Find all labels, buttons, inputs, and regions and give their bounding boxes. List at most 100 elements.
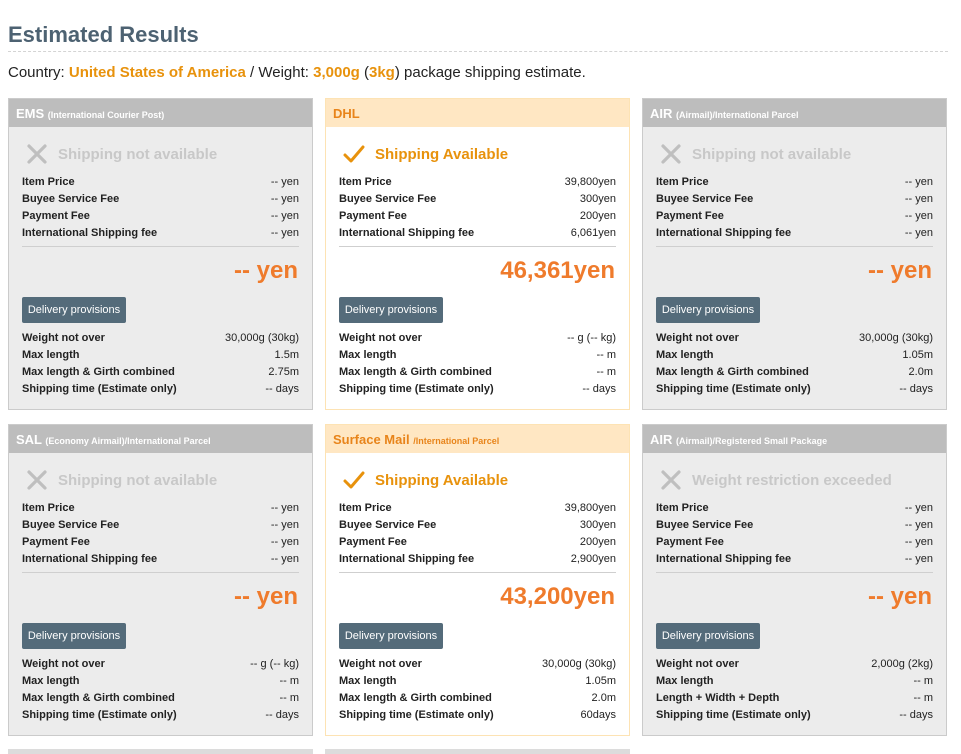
total-price: -- yen	[867, 257, 932, 284]
fee-label: Payment Fee	[656, 536, 724, 548]
delivery-provisions-button[interactable]: Delivery provisions	[22, 297, 126, 323]
fee-label: Buyee Service Fee	[656, 193, 754, 205]
spec-value: -- m	[596, 349, 616, 361]
fee-row: Item Price 39,800yen	[339, 174, 616, 191]
fee-label: International Shipping fee	[656, 227, 792, 239]
spec-row: Max length & Girth combined 2.0m	[656, 364, 933, 381]
total-price: -- yen	[867, 583, 932, 610]
fee-row: International Shipping fee -- yen	[656, 551, 933, 568]
spec-label: Shipping time (Estimate only)	[656, 709, 811, 721]
fee-row: Item Price -- yen	[22, 174, 299, 191]
shipping-method-name: Surface Mail	[333, 432, 410, 447]
fee-value: -- yen	[270, 519, 299, 531]
fee-label: Item Price	[656, 502, 709, 514]
spec-value: -- m	[279, 675, 299, 687]
estimate-summary: Country: United States of America / Weig…	[8, 64, 586, 81]
fee-label: Buyee Service Fee	[22, 193, 120, 205]
fee-row: Item Price -- yen	[22, 500, 299, 517]
spec-value: -- days	[582, 383, 616, 395]
delivery-provisions-button[interactable]: Delivery provisions	[656, 297, 760, 323]
status-text: Shipping not available	[692, 145, 852, 163]
spec-label: Length + Width + Depth	[656, 692, 780, 704]
fee-label: International Shipping fee	[656, 553, 792, 565]
fee-divider	[656, 572, 933, 573]
fee-label: Item Price	[22, 502, 75, 514]
spec-row: Weight not over 30,000g (30kg)	[339, 656, 616, 673]
fee-row: Buyee Service Fee -- yen	[656, 191, 933, 208]
fee-value: 39,800yen	[564, 176, 616, 188]
spec-label: Max length	[339, 349, 397, 361]
fee-value: 2,900yen	[570, 553, 616, 565]
spec-value: 2.0m	[591, 692, 616, 704]
spec-list: Weight not over 2,000g (2kg) Max length -- …	[656, 656, 933, 724]
fee-value: -- yen	[904, 176, 933, 188]
delivery-provisions-button[interactable]: Delivery provisions	[339, 297, 443, 323]
spec-value: -- days	[265, 383, 299, 395]
fee-value: 6,061yen	[570, 227, 616, 239]
status-text: Shipping not available	[58, 145, 218, 163]
spec-value: 1.5m	[274, 349, 299, 361]
status-text: Shipping Available	[375, 145, 509, 163]
spec-label: Shipping time (Estimate only)	[656, 383, 811, 395]
spec-row: Weight not over -- g (-- kg)	[339, 330, 616, 347]
fee-value: -- yen	[904, 502, 933, 514]
spec-label: Weight not over	[22, 658, 105, 670]
fee-label: Buyee Service Fee	[656, 519, 754, 531]
spec-row: Max length & Girth combined 2.75m	[22, 364, 299, 381]
spec-value: 60days	[580, 709, 616, 721]
spec-row: Max length -- m	[22, 673, 299, 690]
fee-label: Payment Fee	[22, 210, 90, 222]
total-price: 43,200yen	[500, 583, 615, 610]
spec-value: 2.75m	[268, 366, 299, 378]
shipping-card: DHL Shipping Available Item Price 39,800ye…	[325, 98, 630, 410]
spec-label: Weight not over	[22, 332, 105, 344]
x-icon	[661, 470, 681, 490]
spec-label: Max length & Girth combined	[656, 366, 809, 378]
spec-row: Weight not over 30,000g (30kg)	[656, 330, 933, 347]
spec-value: 30,000g (30kg)	[225, 332, 299, 344]
fee-label: International Shipping fee	[339, 553, 475, 565]
fee-row: Buyee Service Fee 300yen	[339, 517, 616, 534]
shipping-method-subtitle: (Economy Airmail)/International Parcel	[45, 436, 211, 446]
fee-value: -- yen	[904, 227, 933, 239]
fee-label: Payment Fee	[339, 536, 407, 548]
fee-value: -- yen	[904, 536, 933, 548]
delivery-provisions-button[interactable]: Delivery provisions	[339, 623, 443, 649]
spec-row: Max length 1.05m	[339, 673, 616, 690]
spec-value: -- m	[279, 692, 299, 704]
fee-value: -- yen	[904, 553, 933, 565]
fee-label: Buyee Service Fee	[22, 519, 120, 531]
spec-row: Shipping time (Estimate only) 60days	[339, 707, 616, 724]
fee-value: -- yen	[904, 193, 933, 205]
spec-value: 1.05m	[902, 349, 933, 361]
fee-divider	[339, 572, 616, 573]
shipping-method-subtitle: (Airmail)/International Parcel	[676, 110, 799, 120]
spec-label: Weight not over	[656, 332, 739, 344]
card-header: SAL (Economy Airmail)/International Parc…	[9, 425, 312, 453]
availability-status: Shipping not available	[25, 468, 217, 492]
summary-tail: package shipping estimate.	[399, 64, 586, 81]
spec-value: -- g (-- kg)	[567, 332, 616, 344]
card-header: EMS (International Courier Post)	[9, 99, 312, 127]
x-icon	[27, 144, 47, 164]
fee-label: International Shipping fee	[22, 227, 158, 239]
spec-row: Shipping time (Estimate only) -- days	[656, 381, 933, 398]
fee-row: Item Price -- yen	[656, 174, 933, 191]
fee-value: 39,800yen	[564, 502, 616, 514]
fee-value: 300yen	[579, 193, 616, 205]
spec-value: -- g (-- kg)	[250, 658, 299, 670]
shipping-card: Surface Mail /International Parcel Shippi…	[325, 424, 630, 736]
spec-label: Weight not over	[339, 658, 422, 670]
spec-value: -- m	[913, 692, 933, 704]
fee-label: Item Price	[339, 176, 392, 188]
spec-row: Weight not over -- g (-- kg)	[22, 656, 299, 673]
delivery-provisions-button[interactable]: Delivery provisions	[22, 623, 126, 649]
spec-value: -- days	[899, 709, 933, 721]
shipping-method-subtitle: (International Courier Post)	[47, 110, 165, 120]
delivery-provisions-button[interactable]: Delivery provisions	[656, 623, 760, 649]
check-icon	[343, 145, 365, 163]
spec-row: Max length & Girth combined 2.0m	[339, 690, 616, 707]
fee-label: International Shipping fee	[339, 227, 475, 239]
shipping-method-name: AIR	[650, 432, 673, 447]
fee-row: International Shipping fee 6,061yen	[339, 225, 616, 242]
